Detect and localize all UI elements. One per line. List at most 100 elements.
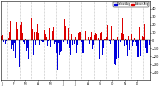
Bar [140,40,141,56]
Bar [55,40,56,42]
Bar [73,40,74,48]
Bar [25,39,26,40]
Bar [82,40,83,53]
Bar [86,40,87,42]
Bar [147,40,148,53]
Bar [94,35,95,40]
Bar [12,40,13,45]
Bar [144,24,145,40]
Bar [5,40,6,44]
Bar [46,37,47,40]
Bar [135,40,136,42]
Bar [16,22,17,40]
Bar [15,40,16,58]
Bar [32,29,33,40]
Bar [103,40,104,48]
Bar [95,40,96,45]
Bar [13,40,14,51]
Bar [93,40,94,45]
Bar [111,26,112,40]
Bar [83,40,84,53]
Bar [100,33,101,40]
Bar [18,32,19,40]
Bar [64,40,65,43]
Bar [102,40,103,55]
Bar [34,32,35,40]
Bar [41,40,42,41]
Bar [17,29,18,40]
Bar [141,40,142,56]
Bar [58,40,59,43]
Bar [105,39,106,40]
Bar [26,40,27,51]
Bar [130,34,131,40]
Bar [10,21,11,40]
Bar [98,38,99,40]
Bar [61,40,62,51]
Bar [119,36,120,40]
Bar [145,40,146,48]
Bar [127,40,128,56]
Bar [8,38,9,40]
Bar [40,21,41,40]
Bar [75,37,76,40]
Bar [90,37,91,40]
Bar [122,18,123,40]
Bar [28,40,29,59]
Bar [113,39,114,40]
Bar [99,40,100,59]
Bar [60,40,61,52]
Bar [14,40,15,43]
Bar [120,40,121,42]
Bar [72,40,73,45]
Bar [43,40,44,42]
Bar [85,31,86,40]
Bar [22,33,23,40]
Bar [117,37,118,40]
Bar [142,36,143,40]
Bar [110,40,111,44]
Bar [137,40,138,57]
Bar [42,40,43,42]
Bar [35,40,36,45]
Bar [33,40,34,55]
Bar [134,38,135,40]
Bar [74,40,75,44]
Bar [128,36,129,40]
Bar [6,40,7,41]
Bar [146,40,147,53]
Bar [107,25,108,40]
Bar [24,40,25,44]
Bar [79,32,80,40]
Bar [89,40,90,44]
Bar [91,32,92,40]
Bar [48,40,49,41]
Bar [96,34,97,40]
Bar [7,40,8,56]
Bar [143,37,144,40]
Bar [131,34,132,40]
Bar [118,40,119,58]
Bar [52,31,53,40]
Bar [37,23,38,40]
Bar [31,18,32,40]
Bar [1,36,2,40]
Bar [59,40,60,55]
Bar [36,32,37,40]
Bar [39,40,40,45]
Bar [108,27,109,40]
Bar [123,34,124,40]
Bar [69,40,70,48]
Bar [78,33,79,40]
Bar [126,40,127,45]
Bar [65,26,66,40]
Bar [138,40,139,57]
Bar [45,34,46,40]
Bar [56,40,57,53]
Legend: Below Avg, Above Avg: Below Avg, Above Avg [113,2,149,7]
Bar [80,32,81,40]
Bar [9,32,10,40]
Bar [51,38,52,40]
Bar [63,40,64,42]
Bar [104,39,105,40]
